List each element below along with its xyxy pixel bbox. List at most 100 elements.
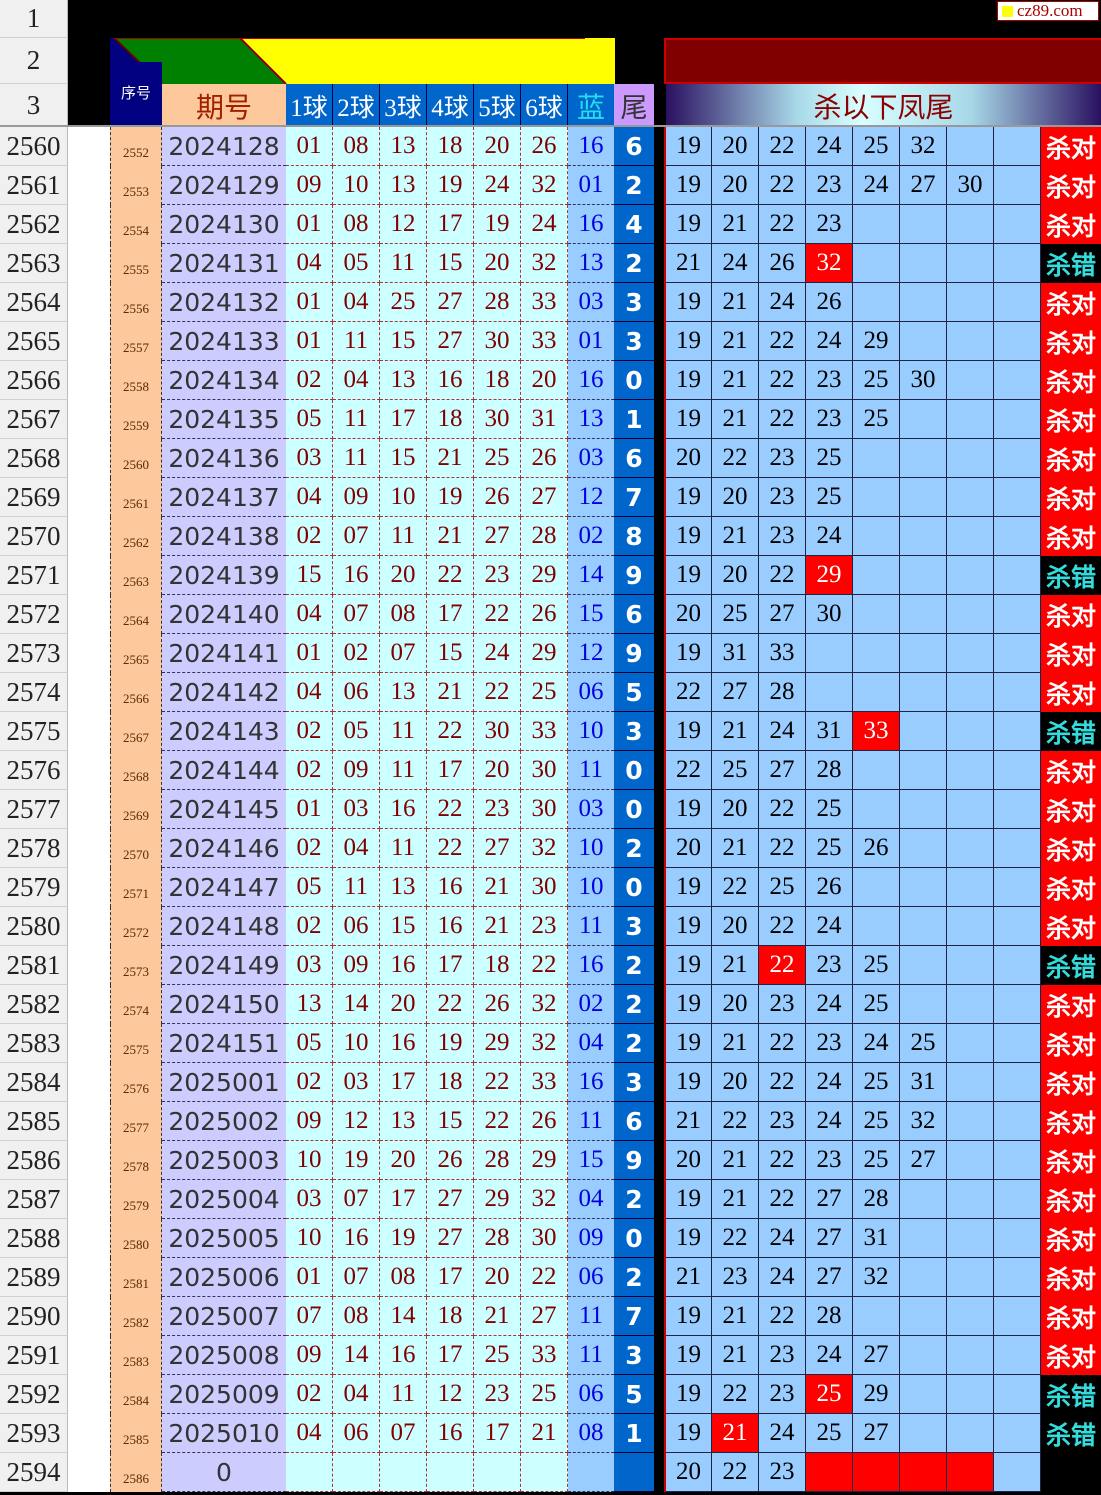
ball-cell[interactable]: 04 xyxy=(333,829,380,868)
tail-cell[interactable] xyxy=(614,1453,654,1492)
kill-cell[interactable]: 20 xyxy=(712,127,759,166)
kill-cell[interactable]: 19 xyxy=(666,1024,712,1063)
ball-cell[interactable]: 14 xyxy=(380,1297,427,1336)
kill-cell[interactable]: 19 xyxy=(666,985,712,1024)
kill-cell[interactable]: 24 xyxy=(759,1258,806,1297)
ball-cell[interactable]: 27 xyxy=(521,478,568,517)
tail-cell[interactable]: 3 xyxy=(614,283,654,322)
seq-cell[interactable]: 2578 xyxy=(110,1141,162,1180)
ball-cell[interactable]: 21 xyxy=(474,1297,521,1336)
tail-cell[interactable]: 1 xyxy=(614,1414,654,1453)
kill-cell[interactable]: 19 xyxy=(666,1414,712,1453)
kill-cell[interactable] xyxy=(994,1297,1041,1336)
blue-cell[interactable]: 06 xyxy=(568,1375,614,1414)
kill-cell[interactable]: 19 xyxy=(666,556,712,595)
empty-cell[interactable] xyxy=(68,1336,110,1375)
empty-cell[interactable] xyxy=(68,322,110,361)
seq-cell[interactable]: 2554 xyxy=(110,205,162,244)
empty-cell[interactable] xyxy=(68,556,110,595)
kill-cell[interactable] xyxy=(853,244,900,283)
kill-cell[interactable]: 20 xyxy=(666,595,712,634)
kill-cell[interactable]: 22 xyxy=(759,1024,806,1063)
ball-cell[interactable]: 08 xyxy=(380,595,427,634)
seq-cell[interactable]: 2570 xyxy=(110,829,162,868)
kill-cell[interactable] xyxy=(994,478,1041,517)
empty-cell[interactable] xyxy=(68,1453,110,1492)
ball-cell[interactable]: 09 xyxy=(286,1102,333,1141)
ball-cell[interactable]: 16 xyxy=(380,790,427,829)
tail-cell[interactable]: 6 xyxy=(614,595,654,634)
empty-cell[interactable] xyxy=(68,166,110,205)
kill-cell[interactable]: 25 xyxy=(900,1024,947,1063)
tail-cell[interactable]: 9 xyxy=(614,1141,654,1180)
ball-cell[interactable]: 04 xyxy=(333,1375,380,1414)
tail-cell[interactable]: 5 xyxy=(614,673,654,712)
kill-cell[interactable]: 25 xyxy=(853,1102,900,1141)
kill-cell[interactable]: 21 xyxy=(712,946,759,985)
ball-cell[interactable]: 27 xyxy=(427,1180,474,1219)
ball-cell[interactable]: 11 xyxy=(333,400,380,439)
row-header[interactable]: 2593 xyxy=(0,1414,68,1453)
kill-cell[interactable]: 19 xyxy=(666,946,712,985)
ball-cell[interactable]: 17 xyxy=(380,1063,427,1102)
seq-cell[interactable]: 2584 xyxy=(110,1375,162,1414)
kill-cell[interactable] xyxy=(994,634,1041,673)
kill-cell[interactable]: 22 xyxy=(712,1375,759,1414)
issue-cell[interactable]: 2024134 xyxy=(162,361,286,400)
verdict-cell[interactable] xyxy=(1041,1453,1101,1492)
seq-cell[interactable]: 2562 xyxy=(110,517,162,556)
ball-cell[interactable]: 09 xyxy=(333,946,380,985)
kill-cell[interactable]: 23 xyxy=(759,439,806,478)
verdict-cell[interactable]: 杀错 xyxy=(1041,712,1101,751)
kill-cell[interactable]: 25 xyxy=(712,595,759,634)
empty-cell[interactable] xyxy=(68,361,110,400)
row-header[interactable]: 2585 xyxy=(0,1102,68,1141)
ball-cell[interactable]: 10 xyxy=(333,166,380,205)
seq-cell[interactable]: 2561 xyxy=(110,478,162,517)
tail-cell[interactable]: 0 xyxy=(614,361,654,400)
ball-cell[interactable]: 17 xyxy=(427,595,474,634)
ball-cell[interactable]: 04 xyxy=(333,283,380,322)
ball-cell[interactable]: 28 xyxy=(521,517,568,556)
issue-cell[interactable]: 2024135 xyxy=(162,400,286,439)
ball-cell[interactable]: 09 xyxy=(286,1336,333,1375)
ball-cell[interactable]: 11 xyxy=(380,829,427,868)
row-header[interactable]: 2591 xyxy=(0,1336,68,1375)
kill-cell[interactable] xyxy=(994,244,1041,283)
issue-cell[interactable]: 2025006 xyxy=(162,1258,286,1297)
ball-cell[interactable]: 33 xyxy=(521,1063,568,1102)
issue-cell[interactable]: 0 xyxy=(162,1453,286,1492)
ball-cell[interactable]: 23 xyxy=(474,1375,521,1414)
ball-cell[interactable]: 32 xyxy=(521,829,568,868)
issue-cell[interactable]: 2024145 xyxy=(162,790,286,829)
ball-cell[interactable]: 25 xyxy=(521,673,568,712)
ball-cell[interactable]: 25 xyxy=(380,283,427,322)
verdict-cell[interactable]: 杀对 xyxy=(1041,634,1101,673)
ball-cell[interactable]: 24 xyxy=(474,634,521,673)
ball-cell[interactable]: 15 xyxy=(380,907,427,946)
ball-cell[interactable]: 24 xyxy=(474,166,521,205)
kill-cell[interactable]: 25 xyxy=(806,1414,853,1453)
kill-cell[interactable] xyxy=(900,829,947,868)
kill-cell[interactable] xyxy=(900,322,947,361)
kill-cell[interactable] xyxy=(900,400,947,439)
kill-cell[interactable]: 23 xyxy=(806,1141,853,1180)
kill-cell[interactable]: 22 xyxy=(759,1297,806,1336)
kill-cell[interactable]: 25 xyxy=(853,1141,900,1180)
verdict-cell[interactable]: 杀对 xyxy=(1041,1141,1101,1180)
kill-cell[interactable]: 31 xyxy=(712,634,759,673)
tail-cell[interactable]: 3 xyxy=(614,322,654,361)
kill-cell[interactable] xyxy=(853,205,900,244)
row-header[interactable]: 2567 xyxy=(0,400,68,439)
kill-cell[interactable]: 22 xyxy=(759,205,806,244)
kill-cell[interactable]: 27 xyxy=(806,1180,853,1219)
kill-cell[interactable]: 22 xyxy=(759,166,806,205)
row-header[interactable]: 2565 xyxy=(0,322,68,361)
ball-cell[interactable]: 17 xyxy=(427,1336,474,1375)
kill-cell[interactable] xyxy=(947,361,994,400)
kill-cell[interactable]: 21 xyxy=(712,322,759,361)
kill-cell[interactable] xyxy=(994,205,1041,244)
verdict-cell[interactable]: 杀对 xyxy=(1041,829,1101,868)
kill-cell[interactable]: 22 xyxy=(759,1141,806,1180)
issue-cell[interactable]: 2024151 xyxy=(162,1024,286,1063)
